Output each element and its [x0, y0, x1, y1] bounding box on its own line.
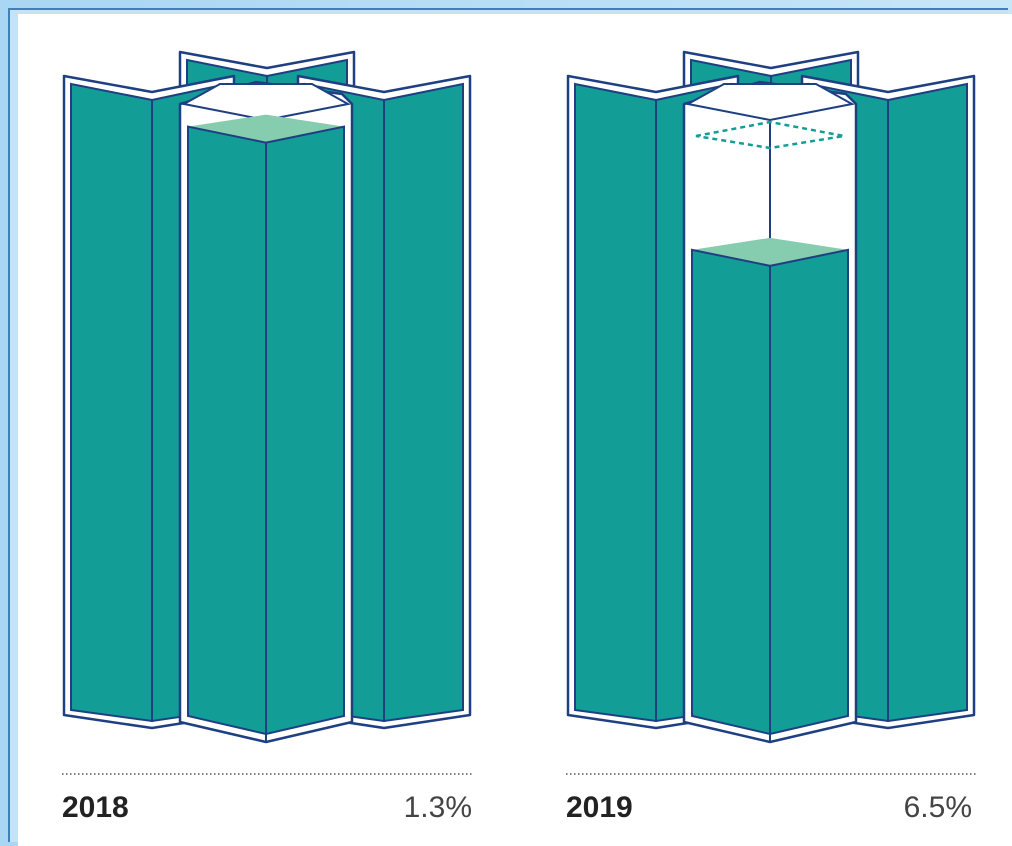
cluster-2018-left-column-left-face — [70, 82, 153, 723]
label-row-2018: 2018 1.3% — [62, 788, 472, 828]
cluster-2019-center-column-liquid-top — [692, 237, 848, 266]
cluster-2019-right-column-right-face — [887, 82, 968, 723]
cluster-2019-center-column-top-rim — [685, 83, 855, 122]
cluster-2018-right-column-right-face — [383, 82, 464, 723]
label-row-2019: 2019 6.5% — [566, 788, 972, 828]
year-label-2018: 2018 — [62, 791, 129, 824]
cluster-2019-center-column-liquid-right — [769, 248, 849, 736]
cluster-2018-center-column-liquid-left — [187, 125, 267, 736]
percent-label-2018: 1.3% — [403, 791, 472, 824]
cluster-2018-center-column-liquid-right — [265, 125, 345, 736]
cluster-2019-center-column-liquid-left — [691, 248, 771, 736]
percent-label-2019: 6.5% — [903, 791, 972, 824]
cluster-2019-left-column-left-face — [574, 82, 657, 723]
cluster-2018-center-column-liquid-top — [188, 114, 344, 143]
year-label-2019: 2019 — [566, 791, 633, 824]
